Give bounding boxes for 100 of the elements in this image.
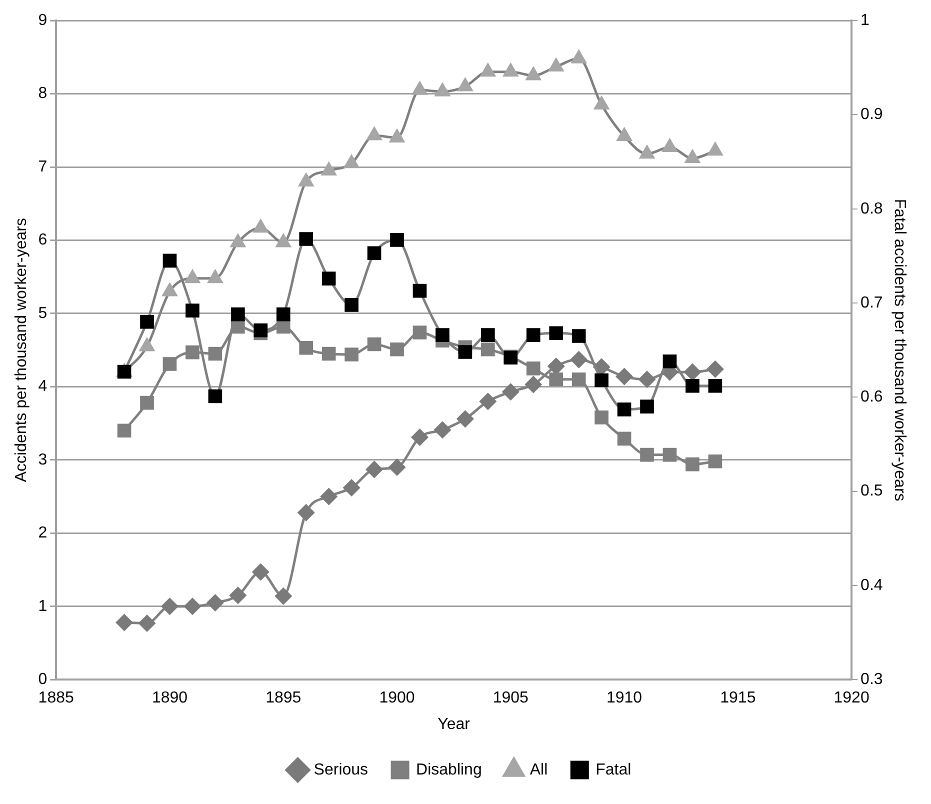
point xyxy=(140,314,154,329)
point xyxy=(117,424,132,438)
point xyxy=(686,457,700,472)
point xyxy=(206,594,224,611)
y-tick-label: 5 xyxy=(38,304,48,322)
point xyxy=(412,284,427,298)
x-axis-title: Year xyxy=(438,716,471,733)
point xyxy=(140,338,154,352)
x-tick-label: 1920 xyxy=(834,690,870,707)
point xyxy=(616,128,632,142)
y-tick-label: 9 xyxy=(38,12,48,30)
point xyxy=(594,410,608,424)
point xyxy=(208,346,222,361)
point xyxy=(161,598,178,615)
point xyxy=(140,396,154,410)
x-tick-label: 1910 xyxy=(606,690,642,707)
point xyxy=(298,173,314,186)
y-tick-label: 4 xyxy=(38,378,48,396)
point xyxy=(320,488,338,505)
point xyxy=(572,329,586,343)
point xyxy=(299,340,314,355)
y2-tick-label: 0.4 xyxy=(860,576,883,594)
legend-label: Disabling xyxy=(416,761,482,778)
point xyxy=(412,326,427,340)
point xyxy=(549,372,564,386)
y-tick-label: 3 xyxy=(38,451,48,468)
point xyxy=(344,155,359,168)
y2-tick-label: 0.8 xyxy=(860,200,883,218)
x-tick-label: 1915 xyxy=(720,690,756,707)
point xyxy=(184,598,201,615)
point xyxy=(298,504,314,521)
y-tick-label: 7 xyxy=(38,158,48,176)
point xyxy=(458,345,472,359)
point xyxy=(617,402,632,416)
point xyxy=(208,270,223,284)
point xyxy=(208,389,222,404)
point xyxy=(686,378,700,393)
point xyxy=(617,432,632,446)
point xyxy=(708,378,722,393)
point xyxy=(253,220,268,233)
point xyxy=(481,328,495,342)
point xyxy=(388,459,406,476)
point xyxy=(367,337,382,352)
point xyxy=(366,127,382,140)
point xyxy=(435,83,450,96)
point xyxy=(706,360,724,378)
y2-tick-label: 1 xyxy=(860,12,870,30)
point xyxy=(230,234,246,248)
y2-tick-label: 0.9 xyxy=(860,106,883,124)
point xyxy=(436,328,450,342)
y2-tick-label: 0.5 xyxy=(860,482,883,500)
point xyxy=(343,480,360,496)
point xyxy=(276,234,291,248)
point xyxy=(503,64,518,77)
legend-label: Fatal xyxy=(596,761,632,778)
point xyxy=(138,614,156,632)
point xyxy=(526,328,540,342)
point xyxy=(640,400,654,414)
legend-label: All xyxy=(530,761,548,778)
point xyxy=(322,346,336,361)
y-tick-label: 6 xyxy=(38,232,48,249)
point xyxy=(412,82,428,95)
x-tick-label: 1905 xyxy=(492,690,529,707)
point xyxy=(162,254,177,268)
point xyxy=(458,78,473,92)
point xyxy=(549,326,564,340)
point xyxy=(594,373,608,388)
point xyxy=(344,298,358,312)
point xyxy=(230,587,246,604)
point xyxy=(572,50,586,64)
point xyxy=(640,146,654,159)
point xyxy=(480,393,496,410)
point xyxy=(434,422,451,438)
point xyxy=(594,96,609,110)
point xyxy=(162,283,178,296)
point xyxy=(299,232,314,246)
point xyxy=(570,351,588,368)
point xyxy=(186,345,200,360)
y2-axis-title: Fatal accidents per thousand worker-years xyxy=(890,198,908,502)
point xyxy=(480,64,496,77)
point xyxy=(276,307,290,322)
point xyxy=(254,323,268,338)
point xyxy=(185,270,200,284)
point xyxy=(640,448,654,462)
point xyxy=(684,364,701,380)
point xyxy=(616,368,633,385)
point xyxy=(252,564,269,580)
point xyxy=(456,410,474,428)
x-tick-label: 1885 xyxy=(38,690,74,707)
point xyxy=(367,246,382,260)
point xyxy=(481,342,495,356)
y-tick-label: 0 xyxy=(38,671,48,688)
point xyxy=(116,614,133,631)
point xyxy=(162,357,177,371)
point xyxy=(526,67,541,80)
legend-label: Serious xyxy=(314,761,368,778)
point xyxy=(708,454,722,468)
y2-tick-label: 0.6 xyxy=(860,388,883,406)
point xyxy=(548,358,564,374)
y2-tick-label: 0.7 xyxy=(860,294,883,312)
